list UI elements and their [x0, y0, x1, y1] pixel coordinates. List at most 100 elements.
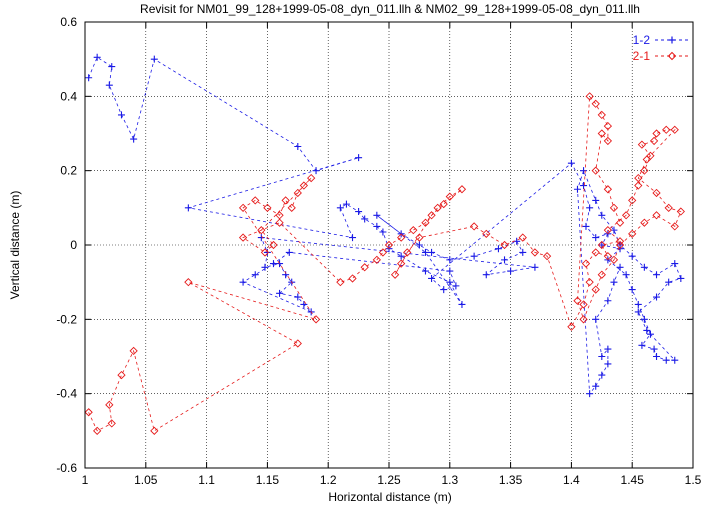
x-tick-label: 1.3: [441, 473, 458, 487]
x-tick-label: 1.25: [377, 473, 401, 487]
data-point-2-1: [409, 225, 418, 235]
data-point-1-2: [634, 300, 642, 308]
data-point-2-1: [652, 211, 661, 220]
x-tick-label: 1.45: [621, 473, 645, 487]
data-point-2-1: [676, 207, 685, 216]
data-point-2-1: [257, 225, 266, 235]
data-point-1-2: [638, 341, 646, 349]
data-point-2-1: [184, 278, 193, 287]
y-tick-label: 0.4: [60, 89, 77, 103]
data-point-1-2: [261, 263, 269, 271]
data-point-1-2: [610, 278, 618, 286]
legend-label-2-1: 2-1: [633, 49, 651, 63]
data-point-2-1: [251, 196, 260, 205]
data-point-2-1: [670, 125, 679, 134]
data-point-1-2: [440, 286, 448, 294]
data-point-2-1: [397, 233, 406, 242]
data-point-1-2: [653, 353, 661, 360]
data-point-1-2: [671, 356, 679, 364]
data-point-1-2: [507, 267, 515, 275]
data-point-1-2: [604, 360, 612, 368]
y-tick-label: -0.2: [56, 312, 77, 326]
data-point-1-2: [604, 297, 612, 305]
data-point-2-1: [621, 211, 631, 220]
data-point-2-1: [117, 370, 126, 380]
data-point-2-1: [129, 346, 138, 356]
data-point-1-2: [643, 326, 651, 334]
data-point-1-2: [640, 315, 648, 323]
data-point-1-2: [677, 274, 685, 282]
data-point-2-1: [591, 99, 600, 108]
data-point-1-2: [108, 63, 116, 71]
data-point-1-2: [573, 185, 581, 193]
data-point-1-2: [665, 278, 673, 286]
data-point-2-1: [348, 274, 357, 283]
data-point-2-1: [260, 248, 270, 257]
data-point-1-2: [592, 234, 600, 242]
data-point-2-1: [615, 218, 625, 227]
data-point-2-1: [433, 203, 442, 212]
data-point-1-2: [361, 215, 369, 223]
data-point-1-2: [355, 154, 363, 162]
data-point-1-2: [85, 74, 93, 82]
data-point-2-1: [427, 211, 436, 220]
data-point-2-1: [299, 181, 309, 190]
y-axis-label: Vertical distance (m): [8, 191, 22, 300]
data-point-1-2: [580, 167, 588, 175]
data-point-1-2: [105, 81, 113, 89]
data-point-2-1: [269, 240, 278, 250]
data-point-2-1: [615, 240, 625, 250]
data-point-2-1: [107, 419, 116, 428]
data-point-1-2: [592, 315, 600, 323]
x-tick-label: 1.4: [563, 473, 580, 487]
x-tick-label: 1.35: [499, 473, 523, 487]
data-point-1-2: [349, 234, 357, 242]
data-point-1-2: [671, 260, 679, 268]
data-point-2-1: [384, 240, 394, 250]
data-point-2-1: [238, 203, 248, 212]
data-point-2-1: [597, 110, 606, 120]
data-point-2-1: [652, 129, 661, 138]
x-tick-label: 1.2: [320, 473, 337, 487]
data-point-2-1: [581, 259, 591, 268]
data-point-2-1: [93, 426, 102, 435]
data-point-2-1: [287, 203, 296, 212]
data-point-1-2: [646, 330, 654, 338]
data-point-1-2: [428, 274, 436, 282]
data-point-2-1: [238, 233, 248, 242]
data-point-2-1: [372, 255, 381, 265]
data-point-2-1: [518, 233, 527, 242]
data-point-1-2: [294, 293, 302, 301]
data-point-2-1: [670, 222, 679, 231]
data-point-1-2: [269, 260, 277, 268]
data-point-1-2: [653, 293, 661, 301]
data-point-2-1: [628, 196, 637, 205]
x-axis-label: Horizontal distance (m): [328, 490, 451, 504]
data-point-1-2: [428, 248, 436, 256]
data-point-1-2: [397, 252, 405, 260]
data-point-2-1: [597, 270, 606, 279]
data-point-2-1: [573, 296, 582, 305]
x-tick-label: 1: [82, 473, 89, 487]
data-point-1-2: [373, 211, 381, 219]
x-tick-label: 1.15: [256, 473, 280, 487]
data-point-2-1: [591, 285, 600, 294]
data-point-2-1: [585, 278, 594, 287]
data-point-1-2: [662, 356, 670, 364]
data-point-1-2: [640, 263, 648, 271]
data-point-2-1: [637, 140, 647, 149]
y-tick-label: 0.2: [60, 164, 77, 178]
data-point-2-1: [603, 252, 613, 261]
data-point-1-2: [653, 271, 661, 279]
data-point-1-2: [592, 382, 600, 390]
data-point-1-2: [628, 286, 636, 294]
data-point-1-2: [494, 245, 502, 253]
data-point-1-2: [421, 248, 429, 256]
data-point-1-2: [312, 167, 320, 175]
data-point-1-2: [580, 182, 588, 190]
data-point-1-2: [616, 263, 624, 271]
x-tick-label: 1.5: [685, 473, 702, 487]
data-point-1-2: [336, 204, 344, 212]
series-1-2: [85, 53, 685, 398]
